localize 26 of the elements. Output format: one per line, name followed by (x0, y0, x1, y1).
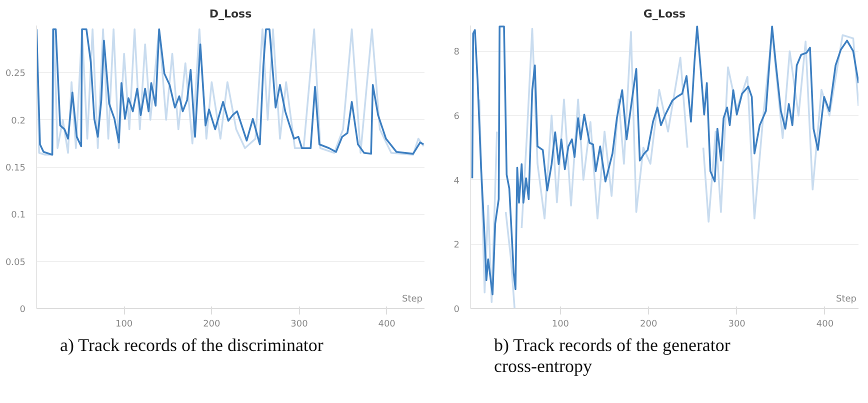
x-tick-label: 200 (203, 320, 221, 330)
x-axis-title: Step (836, 294, 857, 304)
x-tick-label: 300 (290, 320, 308, 330)
x-tick-label: 400 (378, 320, 396, 330)
y-tick-label: 8 (454, 48, 460, 58)
y-tick-label: 0 (454, 305, 460, 315)
x-tick-label: 200 (640, 320, 658, 330)
text: b) Track records of the generator cross-entropy (494, 335, 732, 376)
chart-title: G_Loss (643, 8, 686, 20)
x-tick-label: 300 (728, 320, 746, 330)
line-series (36, 28, 424, 156)
y-tick-label: 0.25 (5, 69, 26, 80)
x-tick-label: 100 (115, 320, 133, 330)
x-tick-label: 100 (552, 320, 570, 330)
y-tick-label: 0.05 (5, 258, 26, 268)
y-tick-label: 2 (454, 240, 460, 251)
y-tick-label: 0.15 (5, 164, 26, 174)
x-tick-label: 400 (816, 320, 834, 330)
y-tick-label: 0 (20, 305, 26, 315)
text: a) Track records of the discriminator (60, 335, 324, 356)
y-tick-label: 0.1 (11, 210, 26, 221)
y-tick-label: 6 (454, 112, 460, 122)
y-tick-label: 4 (454, 176, 460, 186)
x-axis-title: Step (402, 294, 423, 304)
chart-title: D_Loss (209, 8, 252, 20)
y-tick-label: 0.2 (11, 116, 26, 126)
